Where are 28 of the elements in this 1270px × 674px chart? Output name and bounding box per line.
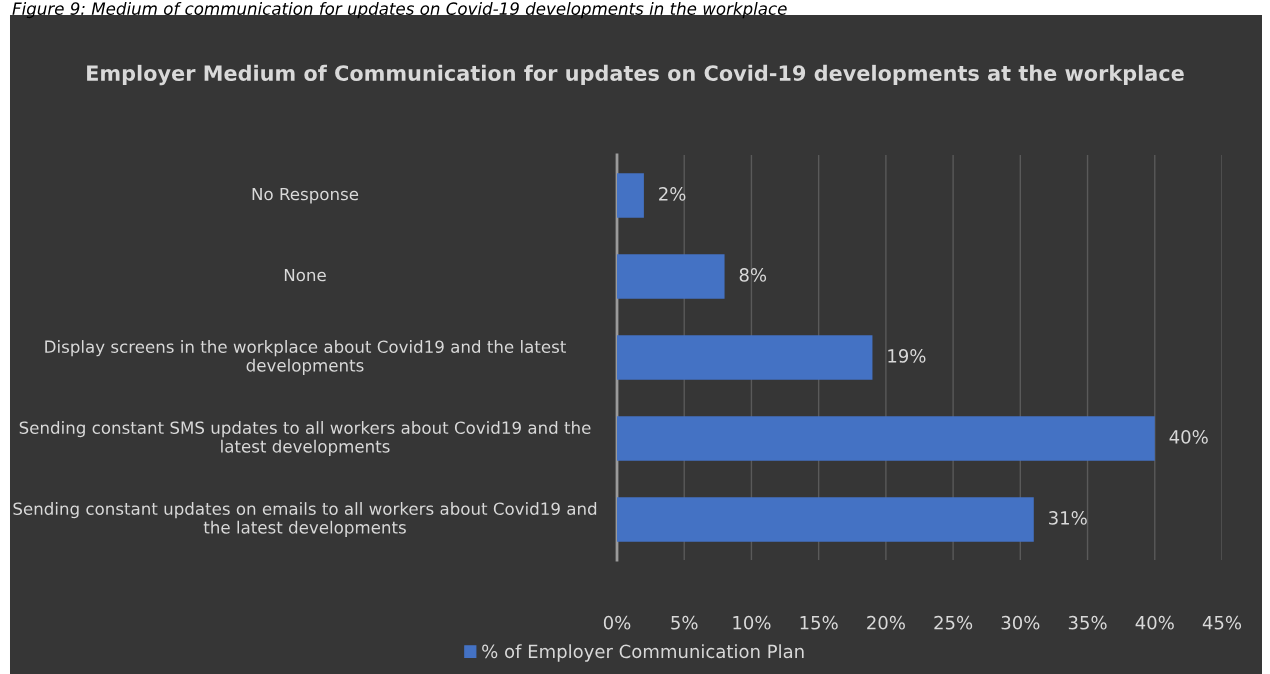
bar	[617, 254, 725, 299]
x-tick-label: 35%	[1068, 615, 1107, 630]
y-tick-label: Sending constant SMS updates to all workers about Covid19 and the latest developments	[19, 421, 591, 456]
bar	[617, 416, 1155, 461]
x-tick-label: 20%	[867, 615, 905, 630]
data-label: 31%	[1049, 511, 1087, 525]
y-tick-label: Sending constant updates on emails to all workers about Covid19 and the latest developments	[13, 502, 597, 537]
bar	[617, 335, 873, 380]
bar	[617, 497, 1034, 542]
caption: Figure 9: Medium of communication for updates on Covid-19 developments in the workplace	[12, 2, 787, 19]
x-tick-label: 10%	[733, 615, 771, 630]
x-tick-label: 15%	[800, 615, 838, 630]
x-tick-label: 5%	[671, 615, 698, 630]
x-tick-label: 30%	[1001, 615, 1040, 630]
data-label: 40%	[1169, 430, 1208, 444]
chart-title: Employer Medium of Communication for updates on Covid-19 developments at the workplace	[87, 64, 1184, 86]
x-tick-label: 25%	[934, 615, 973, 630]
y-tick-label: No Response	[252, 187, 359, 204]
y-tick-label: None	[284, 268, 326, 282]
legend-label: % of Employer Communication Plan	[482, 644, 804, 662]
data-label: 19%	[888, 349, 926, 363]
data-label: 2%	[659, 187, 686, 201]
x-tick-label: 45%	[1202, 615, 1242, 630]
x-tick-label: 0%	[603, 615, 631, 630]
data-label: 8%	[739, 268, 767, 282]
y-tick-label: Display screens in the workplace about Covid19 and the latest developments	[45, 340, 566, 375]
bar	[617, 173, 644, 218]
x-tick-label: 40%	[1135, 615, 1174, 630]
